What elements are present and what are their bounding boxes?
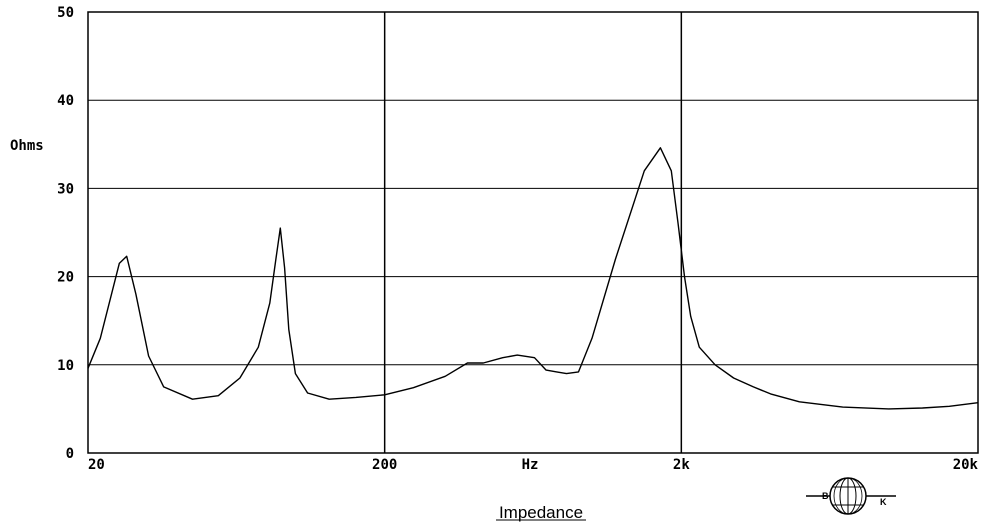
logo-letter-b: B xyxy=(822,491,829,501)
y-tick-label: 30 xyxy=(57,181,74,197)
x-tick-label: 2k xyxy=(673,457,690,473)
caption: Impedance xyxy=(496,503,586,522)
bk-logo-icon: B K xyxy=(806,477,896,515)
plot-frame xyxy=(87,11,979,454)
y-axis-label: Ohms xyxy=(10,138,44,154)
y-tick-label: 0 xyxy=(66,446,74,462)
y-tick-label: 10 xyxy=(57,358,74,374)
x-tick-label: 20 xyxy=(88,457,105,473)
y-tick-label: 40 xyxy=(57,93,74,109)
x-tick-label: 20k xyxy=(953,457,979,473)
series-layer xyxy=(87,147,979,410)
x-axis-label: Hz xyxy=(522,457,539,473)
tick-labels: 0 10 20 30 40 50 20 200 2k 20k xyxy=(57,5,978,473)
impedance-series-line xyxy=(87,147,979,410)
y-tick-label: 50 xyxy=(57,5,74,21)
chart-caption: Impedance xyxy=(499,503,583,522)
grid xyxy=(87,11,979,454)
logo-letter-k: K xyxy=(880,497,887,507)
y-tick-label: 20 xyxy=(57,270,74,286)
x-tick-label: 200 xyxy=(372,457,397,473)
